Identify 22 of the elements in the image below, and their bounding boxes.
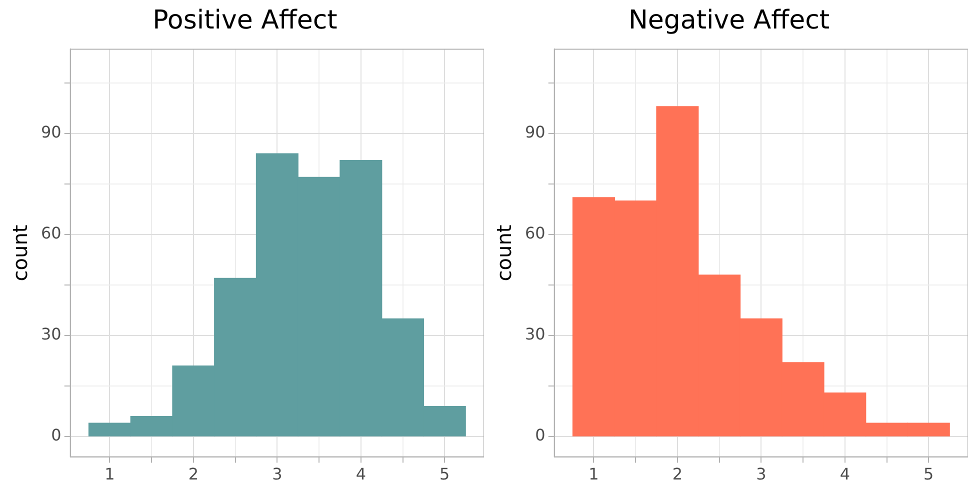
x-tick-label: 3	[272, 464, 282, 484]
y-tick-label: 30	[41, 324, 62, 344]
x-tick-label: 5	[440, 464, 450, 484]
x-tick-label: 4	[356, 464, 366, 484]
y-tick-label: 60	[41, 224, 62, 243]
chart-title: Positive Affect	[152, 5, 338, 36]
x-tick-label: 2	[672, 464, 683, 484]
y-tick-label: 0	[51, 426, 62, 445]
y-axis-title: count	[492, 224, 516, 282]
y-tick-label: 90	[41, 122, 62, 142]
x-tick-label: 1	[588, 464, 599, 484]
y-tick-label: 90	[525, 122, 546, 142]
x-tick-label: 5	[924, 464, 934, 484]
y-tick-label: 30	[525, 324, 546, 344]
y-tick-label: 60	[525, 224, 546, 243]
chart-title: Negative Affect	[628, 5, 830, 36]
x-tick-label: 1	[104, 464, 115, 484]
y-axis-title: count	[8, 224, 32, 282]
x-tick-label: 4	[840, 464, 850, 484]
x-tick-label: 3	[756, 464, 766, 484]
y-tick-label: 0	[535, 426, 546, 445]
x-tick-label: 2	[188, 464, 199, 484]
